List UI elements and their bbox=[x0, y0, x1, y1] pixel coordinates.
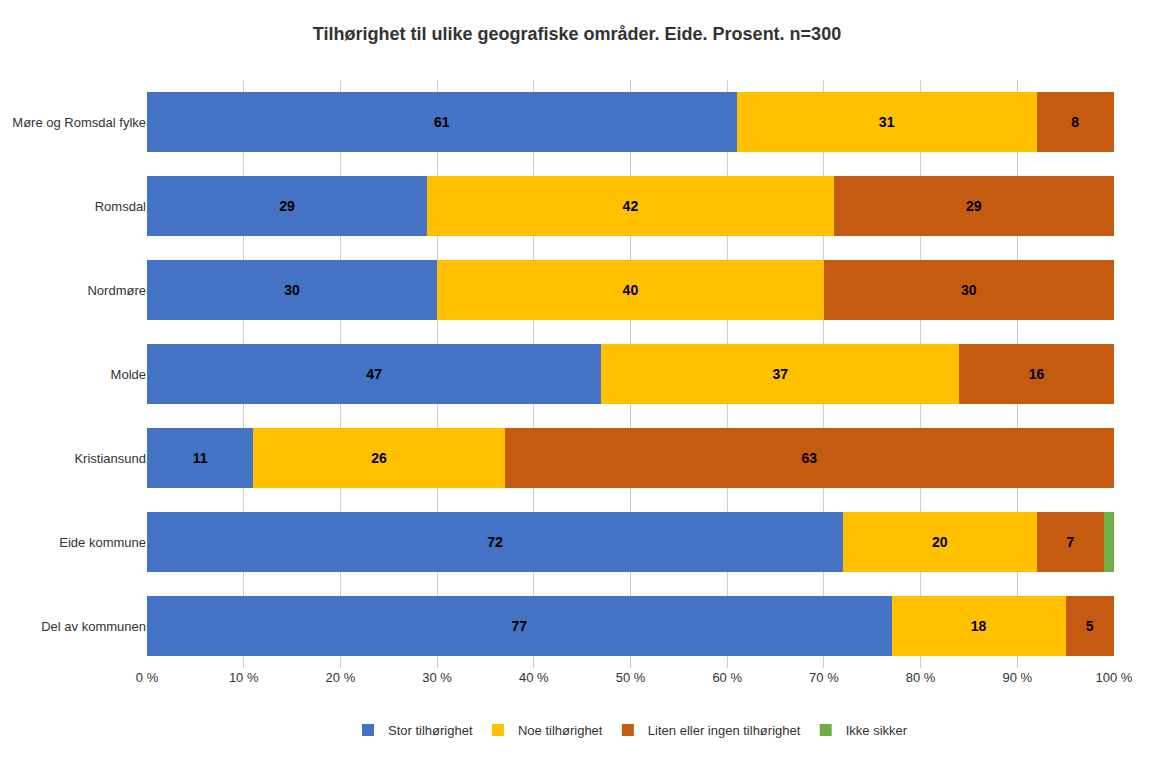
svg-text:63: 63 bbox=[802, 450, 818, 466]
svg-text:90 %: 90 % bbox=[1002, 670, 1032, 685]
svg-text:61: 61 bbox=[434, 114, 450, 130]
svg-text:30: 30 bbox=[961, 282, 977, 298]
svg-text:11: 11 bbox=[193, 450, 208, 466]
svg-text:8: 8 bbox=[1071, 114, 1079, 130]
svg-text:30: 30 bbox=[284, 282, 300, 298]
svg-text:18: 18 bbox=[971, 618, 987, 634]
svg-text:70 %: 70 % bbox=[809, 670, 839, 685]
svg-text:Møre og Romsdal fylke: Møre og Romsdal fylke bbox=[12, 115, 146, 130]
svg-text:80 %: 80 % bbox=[906, 670, 936, 685]
svg-text:31: 31 bbox=[879, 114, 895, 130]
svg-text:Molde: Molde bbox=[111, 367, 146, 382]
svg-text:40 %: 40 % bbox=[519, 670, 549, 685]
svg-text:Noe tilhørighet: Noe tilhørighet bbox=[518, 723, 603, 738]
svg-text:Stor tilhørighet: Stor tilhørighet bbox=[388, 723, 473, 738]
svg-text:0 %: 0 % bbox=[136, 670, 159, 685]
svg-text:77: 77 bbox=[511, 618, 527, 634]
svg-text:47: 47 bbox=[366, 366, 382, 382]
svg-text:Eide kommune: Eide kommune bbox=[59, 535, 146, 550]
svg-text:Nordmøre: Nordmøre bbox=[87, 283, 146, 298]
svg-text:10 %: 10 % bbox=[229, 670, 259, 685]
svg-text:42: 42 bbox=[623, 198, 639, 214]
svg-text:Kristiansund: Kristiansund bbox=[74, 451, 146, 466]
svg-text:5: 5 bbox=[1086, 618, 1094, 634]
svg-text:50 %: 50 % bbox=[616, 670, 646, 685]
svg-text:72: 72 bbox=[487, 534, 503, 550]
svg-text:Romsdal: Romsdal bbox=[95, 199, 146, 214]
svg-text:16: 16 bbox=[1029, 366, 1045, 382]
svg-text:37: 37 bbox=[772, 366, 788, 382]
svg-text:30 %: 30 % bbox=[422, 670, 452, 685]
svg-text:Ikke sikker: Ikke sikker bbox=[846, 723, 908, 738]
svg-text:7: 7 bbox=[1066, 534, 1074, 550]
svg-text:20 %: 20 % bbox=[326, 670, 356, 685]
svg-text:26: 26 bbox=[371, 450, 387, 466]
svg-text:100 %: 100 % bbox=[1096, 670, 1133, 685]
svg-text:40: 40 bbox=[623, 282, 639, 298]
svg-text:Liten eller ingen tilhørighet: Liten eller ingen tilhørighet bbox=[648, 723, 801, 738]
svg-text:Tilhørighet til ulike geografi: Tilhørighet til ulike geografiske område… bbox=[313, 24, 841, 44]
svg-text:Del av kommunen: Del av kommunen bbox=[41, 619, 146, 634]
svg-text:29: 29 bbox=[279, 198, 295, 214]
svg-text:60 %: 60 % bbox=[712, 670, 742, 685]
svg-text:20: 20 bbox=[932, 534, 948, 550]
svg-text:29: 29 bbox=[966, 198, 982, 214]
